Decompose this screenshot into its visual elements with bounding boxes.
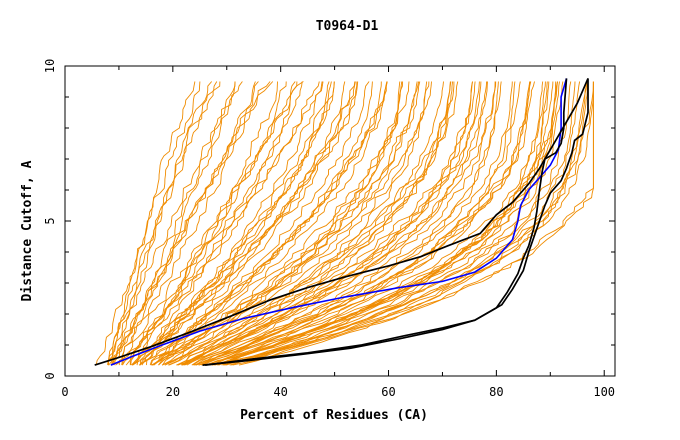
model-curve [226, 81, 588, 366]
model-curve [151, 81, 388, 366]
model-curve [95, 81, 201, 366]
model-curve [107, 81, 243, 366]
model-curve [139, 81, 356, 366]
y-tick-label: 0 [43, 372, 57, 379]
highlight-curve-black [205, 78, 568, 366]
model-curve [153, 81, 420, 366]
model-curve [111, 81, 221, 366]
x-axis-ticks: 0 20 40 60 80 100 [61, 66, 615, 399]
model-curve [217, 81, 559, 366]
background-series-group [95, 81, 594, 366]
model-curve [167, 81, 452, 366]
model-curve [180, 81, 473, 366]
model-curve [138, 81, 356, 366]
x-tick-label: 60 [381, 385, 395, 399]
x-axis-label: Percent of Residues (CA) [240, 408, 428, 423]
model-curve [151, 81, 370, 366]
model-curve [182, 81, 454, 366]
model-curve [194, 81, 502, 366]
plot-area [94, 78, 594, 366]
model-curve [115, 81, 259, 366]
model-curve [183, 81, 473, 366]
model-curve [132, 81, 332, 366]
model-curve [176, 81, 432, 366]
model-curve [130, 81, 278, 366]
model-curve [185, 81, 482, 366]
y-tick-label: 5 [43, 217, 57, 224]
model-curve [207, 81, 532, 366]
model-curve [125, 81, 296, 366]
model-curve [177, 81, 488, 366]
model-curve [131, 81, 335, 366]
model-curve [191, 81, 496, 366]
y-axis-label: Distance Cutoff, A [20, 160, 35, 301]
model-curve [198, 81, 513, 366]
x-tick-label: 0 [61, 385, 68, 399]
model-curve [107, 81, 196, 366]
model-curve [198, 81, 521, 366]
model-curve [206, 81, 548, 366]
model-curve [129, 81, 287, 366]
model-curve [161, 81, 418, 366]
model-curve [212, 81, 550, 366]
model-curve [225, 81, 589, 366]
model-curve [150, 81, 358, 366]
model-curve [139, 81, 323, 366]
model-curve [151, 81, 388, 366]
model-curve [121, 81, 236, 366]
chart-title: T0964-D1 [316, 19, 379, 34]
model-curve [230, 81, 594, 366]
model-curve [112, 81, 274, 366]
highlight-curve-black [202, 78, 589, 366]
x-tick-label: 40 [273, 385, 287, 399]
highlight-curve-blue [110, 78, 568, 366]
model-curve [108, 81, 213, 366]
model-curve [158, 81, 421, 366]
model-curve [107, 81, 256, 366]
model-curve [164, 81, 430, 366]
y-axis-ticks: 0 5 10 [43, 59, 615, 380]
model-curve [186, 81, 488, 366]
x-tick-label: 80 [489, 385, 503, 399]
x-tick-label: 100 [593, 385, 615, 399]
model-curve [149, 81, 388, 366]
model-curve [196, 81, 497, 366]
model-curve [229, 81, 576, 366]
model-curve [200, 81, 531, 366]
model-curve [136, 81, 320, 366]
model-curve [211, 81, 531, 366]
model-curve [181, 81, 480, 366]
model-curve [215, 81, 564, 366]
highlight-curve-black [94, 78, 589, 366]
model-curve [232, 81, 594, 366]
model-curve [213, 81, 558, 366]
y-tick-label: 10 [43, 59, 57, 73]
model-curve [111, 81, 271, 366]
model-curve [221, 81, 572, 366]
model-curve [168, 81, 451, 366]
highlight-series-group [94, 78, 589, 366]
model-curve [192, 81, 499, 366]
model-curve [132, 81, 324, 366]
model-curve [223, 81, 581, 366]
model-curve [108, 81, 218, 366]
x-tick-label: 20 [166, 385, 180, 399]
model-curve [118, 81, 304, 366]
